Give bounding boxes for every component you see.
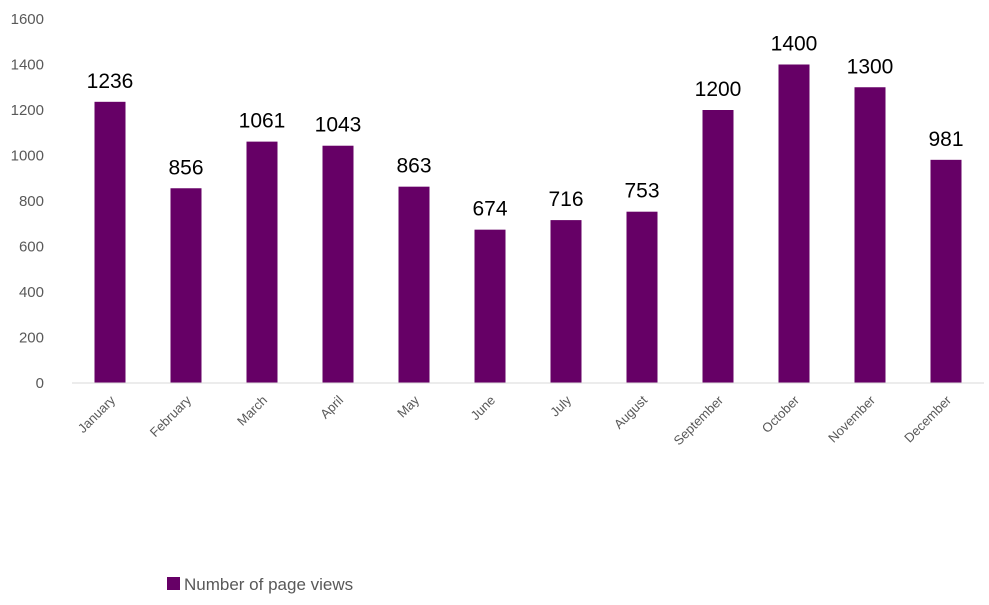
bar-november: [854, 87, 886, 383]
bar-february: [170, 188, 202, 383]
bar-july: [550, 220, 582, 383]
legend: Number of page views: [167, 575, 353, 594]
x-tick-label-september: September: [671, 392, 727, 448]
data-labels-group: 1236 856 1061 1043 863 674 716 753 1200 1400 1300 9…: [87, 33, 964, 221]
x-tick-label-august: August: [611, 392, 650, 431]
bars-group: [94, 64, 962, 383]
x-tick-label-april: April: [317, 392, 346, 421]
data-label-november: 1300: [847, 55, 894, 78]
x-axis: January February March April May June July Augu…: [75, 392, 955, 448]
bar-june: [474, 229, 506, 383]
x-tick-label-february: February: [147, 392, 195, 440]
bar-september: [702, 110, 734, 383]
y-axis: 0 200 400 600 800 1000 1200 1400 1600: [11, 11, 44, 392]
x-tick-label-october: October: [759, 392, 803, 436]
bar-may: [398, 186, 430, 383]
data-label-august: 753: [624, 180, 659, 203]
x-tick-label-november: November: [825, 392, 878, 445]
bar-august: [626, 211, 658, 383]
data-label-december: 981: [928, 128, 963, 151]
x-tick-label-march: March: [234, 393, 270, 429]
data-label-july: 716: [548, 188, 583, 211]
y-tick-label: 1400: [11, 57, 44, 74]
x-tick-label-december: December: [901, 392, 954, 445]
data-label-march: 1061: [239, 110, 286, 133]
y-tick-label: 0: [36, 375, 44, 392]
data-label-october: 1400: [771, 33, 818, 56]
bar-april: [322, 145, 354, 383]
y-tick-label: 200: [19, 330, 44, 347]
bar-december: [930, 159, 962, 383]
data-label-june: 674: [472, 198, 507, 221]
data-label-september: 1200: [695, 78, 742, 101]
bar-march: [246, 141, 278, 383]
y-tick-label: 400: [19, 284, 44, 301]
data-label-may: 863: [396, 155, 431, 178]
data-label-april: 1043: [315, 114, 362, 137]
x-tick-label-january: January: [75, 392, 119, 436]
y-tick-label: 800: [19, 193, 44, 210]
data-label-february: 856: [168, 156, 203, 179]
x-tick-label-july: July: [547, 392, 574, 419]
x-tick-label-june: June: [468, 393, 499, 424]
legend-label: Number of page views: [184, 575, 353, 594]
y-tick-label: 1000: [11, 148, 44, 165]
data-label-january: 1236: [87, 70, 134, 93]
x-tick-label-may: May: [394, 392, 422, 420]
y-tick-label: 1600: [11, 11, 44, 28]
y-tick-label: 600: [19, 239, 44, 256]
legend-swatch: [167, 577, 180, 590]
bar-january: [94, 101, 126, 383]
y-tick-label: 1200: [11, 102, 44, 119]
bar-october: [778, 64, 810, 383]
